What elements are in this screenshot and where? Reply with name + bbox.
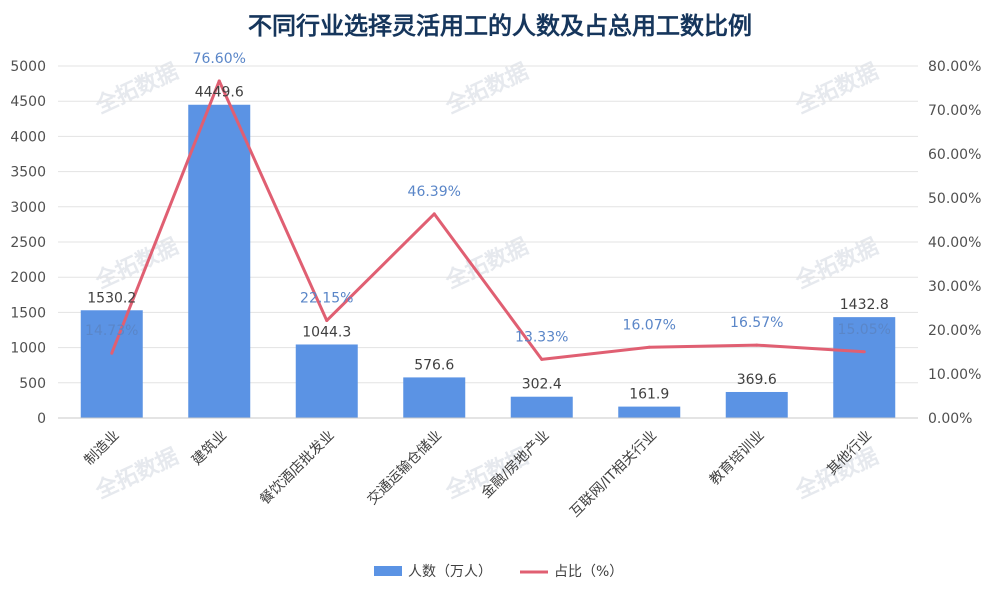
y-right-tick-label: 80.00% — [928, 59, 981, 75]
x-category-label: 餐饮酒店批发业 — [257, 428, 338, 509]
percent-value-label: 46.39% — [408, 184, 461, 200]
watermark: 全拓数据 — [91, 58, 183, 119]
y-left-tick-label: 3500 — [10, 165, 46, 181]
bars-layer — [80, 104, 896, 418]
line-point — [540, 357, 544, 361]
line-point — [755, 343, 759, 347]
percent-line — [110, 79, 865, 361]
y-right-tick-label: 10.00% — [928, 367, 981, 383]
bar — [403, 377, 466, 418]
line-point — [862, 350, 866, 354]
x-category-label: 制造业 — [82, 428, 123, 469]
y-left-tick-label: 2500 — [10, 235, 46, 251]
bar-value-label: 4449.6 — [195, 85, 244, 101]
y-left-tick-label: 1500 — [10, 305, 46, 321]
y-right-tick-label: 50.00% — [928, 191, 981, 207]
bar — [618, 406, 681, 418]
percent-value-label: 14.73% — [85, 323, 138, 339]
y-left-tick-label: 4000 — [10, 129, 46, 145]
line-point — [217, 79, 221, 83]
line-point — [432, 212, 436, 216]
bar-value-label: 1432.8 — [840, 297, 889, 313]
y-right-tick-label: 60.00% — [928, 147, 981, 163]
y-right-tick-label: 0.00% — [928, 411, 972, 427]
bar-value-label: 1530.2 — [87, 290, 136, 306]
watermark: 全拓数据 — [791, 58, 883, 119]
y-right-tick-label: 40.00% — [928, 235, 981, 251]
percent-value-label: 22.15% — [300, 291, 353, 307]
x-category-label: 建筑业 — [189, 428, 230, 469]
line-point — [325, 319, 329, 323]
percent-value-label: 76.60% — [193, 51, 246, 67]
legend: 人数（万人） 占比（%） — [374, 564, 623, 580]
bar-value-label: 1044.3 — [302, 324, 351, 340]
y-left-tick-label: 4500 — [10, 94, 46, 110]
percent-value-label: 15.05% — [838, 322, 891, 338]
line-point — [110, 351, 114, 355]
bar — [725, 391, 788, 418]
y-left-tick-label: 3000 — [10, 200, 46, 216]
percent-value-label: 16.07% — [623, 317, 676, 333]
watermark: 全拓数据 — [441, 58, 533, 119]
bar-value-label: 302.4 — [522, 377, 562, 393]
bar-value-label: 369.6 — [737, 372, 777, 388]
grid-layer — [58, 65, 918, 419]
x-category-label: 教育培训业 — [707, 428, 768, 489]
y-right-tick-label: 30.00% — [928, 279, 981, 295]
bar — [80, 310, 143, 418]
legend-bar-swatch — [374, 566, 402, 576]
y-left-tick-label: 2000 — [10, 270, 46, 286]
y-left-tick-label: 0 — [37, 411, 46, 427]
labels-layer: 1530.2 4449.6 1044.3 576.6 302.4 161.9 369.6 14… — [85, 51, 891, 403]
y-left-tick-label: 500 — [19, 376, 46, 392]
x-category-label: 互联网/IT相关行业 — [567, 428, 660, 521]
bar — [188, 104, 251, 418]
y-left-tick-label: 1000 — [10, 341, 46, 357]
percent-value-label: 16.57% — [730, 315, 783, 331]
line-layer — [110, 79, 866, 361]
y-right-tick-label: 70.00% — [928, 103, 981, 119]
percent-value-label: 13.33% — [515, 329, 568, 345]
x-category-label: 交通运输仓储业 — [364, 427, 445, 508]
y-left-tick-label: 5000 — [10, 59, 46, 75]
bar — [833, 317, 896, 418]
y-right-tick-label: 20.00% — [928, 323, 981, 339]
bar — [295, 344, 358, 418]
line-point — [647, 345, 651, 349]
legend-bar-label: 人数（万人） — [408, 564, 492, 580]
legend-line-label: 占比（%） — [554, 564, 623, 580]
bar-value-label: 161.9 — [629, 387, 669, 403]
chart-title: 不同行业选择灵活用工的人数及占总用工数比例 — [248, 12, 752, 40]
bar-value-label: 576.6 — [414, 357, 454, 373]
bar — [510, 396, 573, 418]
